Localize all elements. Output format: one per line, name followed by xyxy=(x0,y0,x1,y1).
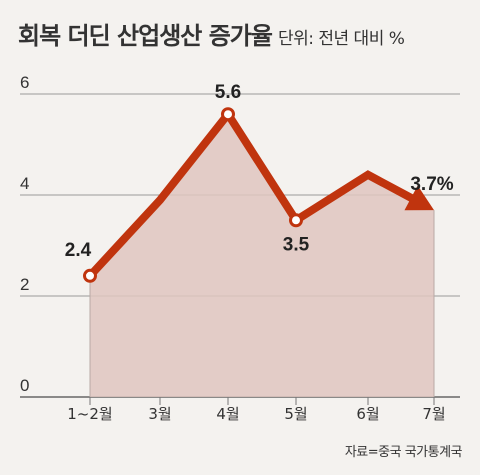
data-point-marker xyxy=(289,213,303,228)
series-line xyxy=(87,107,418,279)
data-point-marker xyxy=(221,107,235,122)
data-label: 5.6 xyxy=(215,82,241,103)
y-tick-label: 6 xyxy=(20,73,29,92)
data-point-marker xyxy=(83,268,97,283)
area-fill xyxy=(90,114,434,397)
x-tick-label: 5월 xyxy=(284,405,307,423)
drop-lines xyxy=(89,210,435,405)
source-note: 자료=중국 국가통계국 xyxy=(344,445,463,460)
data-markers xyxy=(83,107,303,283)
area-polygon xyxy=(90,114,434,397)
data-label: 3.5 xyxy=(283,234,310,255)
data-line xyxy=(87,107,434,279)
y-tick-label: 4 xyxy=(20,174,29,193)
y-axis-ticks: 0 2 4 6 xyxy=(20,73,29,395)
y-tick-label: 0 xyxy=(20,376,29,395)
data-label: 2.4 xyxy=(65,240,92,261)
x-axis-ticks: 1~2월 3월 4월 5월 6월 7월 xyxy=(67,405,445,423)
x-tick-label: 1~2월 xyxy=(67,405,112,423)
x-tick-label: 3월 xyxy=(148,405,171,423)
y-tick-label: 2 xyxy=(20,275,29,294)
x-tick-label: 4월 xyxy=(216,405,239,423)
unit-label: 단위: 전년 대비 % xyxy=(277,29,405,49)
data-label: 3.7% xyxy=(410,174,453,195)
arrow-head xyxy=(404,185,434,211)
x-tick-label: 7월 xyxy=(422,405,445,423)
data-labels: 2.4 5.6 3.5 3.7% xyxy=(65,82,454,261)
chart-header: 회복 더딘 산업생산 증가율 단위: 전년 대비 % xyxy=(18,16,405,51)
x-tick-label: 6월 xyxy=(356,405,379,423)
chart-title: 회복 더딘 산업생산 증가율 xyxy=(18,22,273,50)
